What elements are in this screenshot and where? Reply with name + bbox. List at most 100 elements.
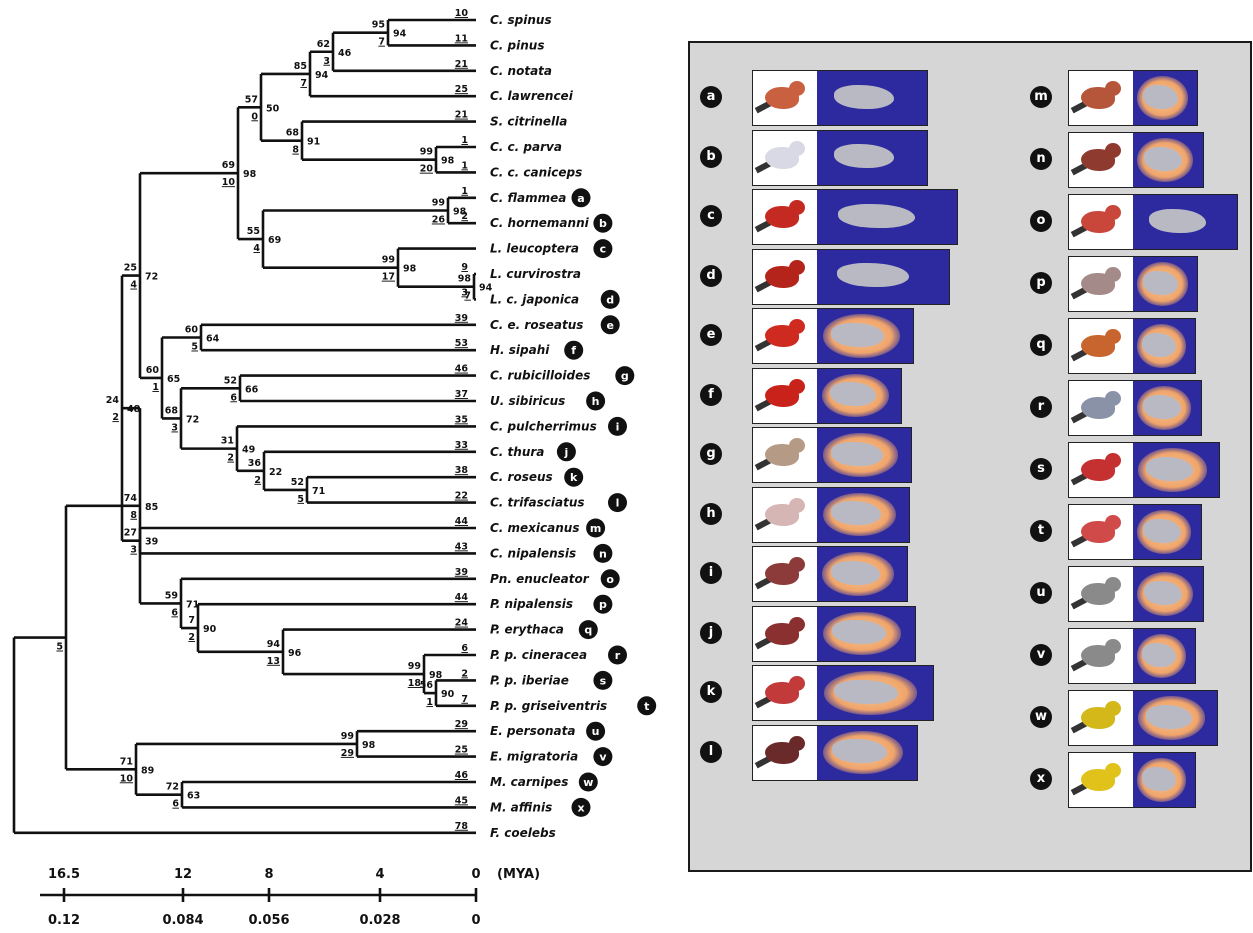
bremer-support: 29 xyxy=(341,748,354,759)
bremer-support: 5 xyxy=(191,342,198,353)
node-age-value: 63 xyxy=(187,791,200,802)
species-card xyxy=(1068,380,1202,436)
bird-illustration xyxy=(753,309,817,363)
bremer-support: 8 xyxy=(130,510,137,521)
distance-tick-label: 0.028 xyxy=(359,913,400,928)
taxon-label: C. rubicilloides xyxy=(490,369,590,383)
bootstrap-value: 85 xyxy=(294,61,307,72)
species-badge-letter: p xyxy=(599,598,607,611)
species-badge-letter: c xyxy=(600,243,607,256)
species-badge xyxy=(637,696,657,716)
bootstrap-value: 57 xyxy=(245,94,258,105)
panel-letter-badge: d xyxy=(700,264,722,287)
bremer-support: 10 xyxy=(222,177,236,188)
node-age-value: 65 xyxy=(167,374,180,385)
distribution-map xyxy=(1133,753,1195,807)
distribution-map xyxy=(817,666,933,720)
species-badge xyxy=(586,518,606,538)
branch-length: 53 xyxy=(455,338,468,349)
bootstrap-value: 99 xyxy=(408,661,421,672)
species-card xyxy=(752,367,902,424)
species-badge-letter: e xyxy=(606,319,613,332)
distribution-map xyxy=(817,368,901,423)
bremer-support: 4 xyxy=(130,280,137,291)
bootstrap-value: 52 xyxy=(224,375,237,386)
branch-length: 38 xyxy=(455,465,469,476)
species-badge xyxy=(608,416,627,436)
taxon-label: S. citrinella xyxy=(490,115,567,129)
distribution-map xyxy=(817,725,917,780)
species-badge-letter: x xyxy=(577,801,584,814)
bird-illustration xyxy=(753,190,817,244)
species-card xyxy=(1068,628,1196,684)
bootstrap-value: 55 xyxy=(247,226,260,237)
bird-illustration xyxy=(753,368,817,423)
bird-illustration xyxy=(1069,567,1133,621)
branch-length: 9 xyxy=(461,262,468,273)
bremer-support: 2 xyxy=(188,632,195,643)
species-badge-letter: g xyxy=(621,370,629,383)
bremer-support: 5 xyxy=(297,494,304,505)
bird-illustration xyxy=(753,249,817,304)
species-badge xyxy=(556,442,576,462)
bootstrap-value: 68 xyxy=(165,405,179,416)
species-card xyxy=(752,427,912,483)
taxon-label: Pn. enucleator xyxy=(490,572,590,586)
panel-letter-badge: a xyxy=(700,86,722,108)
node-age-value: 66 xyxy=(245,384,259,395)
node-age-value: 94 xyxy=(393,29,407,40)
taxon-label: M. carnipes xyxy=(490,775,568,789)
panel-letter-badge: e xyxy=(700,324,722,346)
bremer-support: 20 xyxy=(420,164,434,175)
branch-length: 25 xyxy=(455,84,468,95)
panel-letter-badge: g xyxy=(700,443,722,465)
branch-length: 2 xyxy=(461,211,468,222)
node-age-value: 71 xyxy=(186,599,199,610)
panel-letter-badge: m xyxy=(1030,86,1052,108)
distribution-map xyxy=(1133,195,1237,249)
node-age-value: 98 xyxy=(453,207,467,218)
panel-letter-badge: u xyxy=(1030,582,1052,604)
bremer-support: 1 xyxy=(152,382,159,393)
species-badge-letter: q xyxy=(584,624,592,637)
bootstrap-value: 99 xyxy=(432,198,445,209)
panel-letter-badge: b xyxy=(700,145,722,168)
bird-illustration xyxy=(1069,629,1133,683)
species-badge-letter: f xyxy=(571,344,576,357)
distribution-map xyxy=(1133,133,1203,187)
node-age-value: 39 xyxy=(145,537,158,548)
distribution-map xyxy=(817,428,911,482)
node-age-value: 22 xyxy=(269,467,282,478)
species-badge xyxy=(593,747,613,767)
panel-letter-badge: r xyxy=(1030,396,1052,418)
bremer-support: 3 xyxy=(171,422,178,433)
species-card xyxy=(752,129,928,186)
bremer-support: 0 xyxy=(251,111,258,122)
bremer-support: 3 xyxy=(323,56,330,67)
species-badge-letter: b xyxy=(599,217,607,230)
bird-illustration xyxy=(753,725,817,780)
bootstrap-value: 98 xyxy=(458,274,472,285)
distribution-map xyxy=(1133,691,1217,745)
bootstrap-value: 7 xyxy=(188,615,195,626)
bootstrap-value: 72 xyxy=(166,782,179,793)
species-badge xyxy=(564,340,584,360)
species-badge-letter: r xyxy=(615,649,621,662)
species-card xyxy=(1068,566,1204,622)
branch-length: 21 xyxy=(455,110,468,121)
bird-illustration xyxy=(753,666,817,720)
bremer-support: 10 xyxy=(120,773,134,784)
bootstrap-value: 31 xyxy=(221,436,234,447)
taxon-label: E. migratoria xyxy=(490,750,578,764)
mya-tick-label: 16.5 xyxy=(48,867,80,882)
species-badge-letter: j xyxy=(564,446,569,459)
species-badge xyxy=(615,366,635,386)
bootstrap-value: 59 xyxy=(165,590,178,601)
axis-unit-label: (MYA) xyxy=(497,867,540,882)
species-badge xyxy=(608,645,627,665)
bootstrap-value: 25 xyxy=(124,263,137,274)
species-badge xyxy=(593,543,613,563)
bird-illustration xyxy=(1069,505,1133,559)
species-card xyxy=(1068,504,1202,560)
